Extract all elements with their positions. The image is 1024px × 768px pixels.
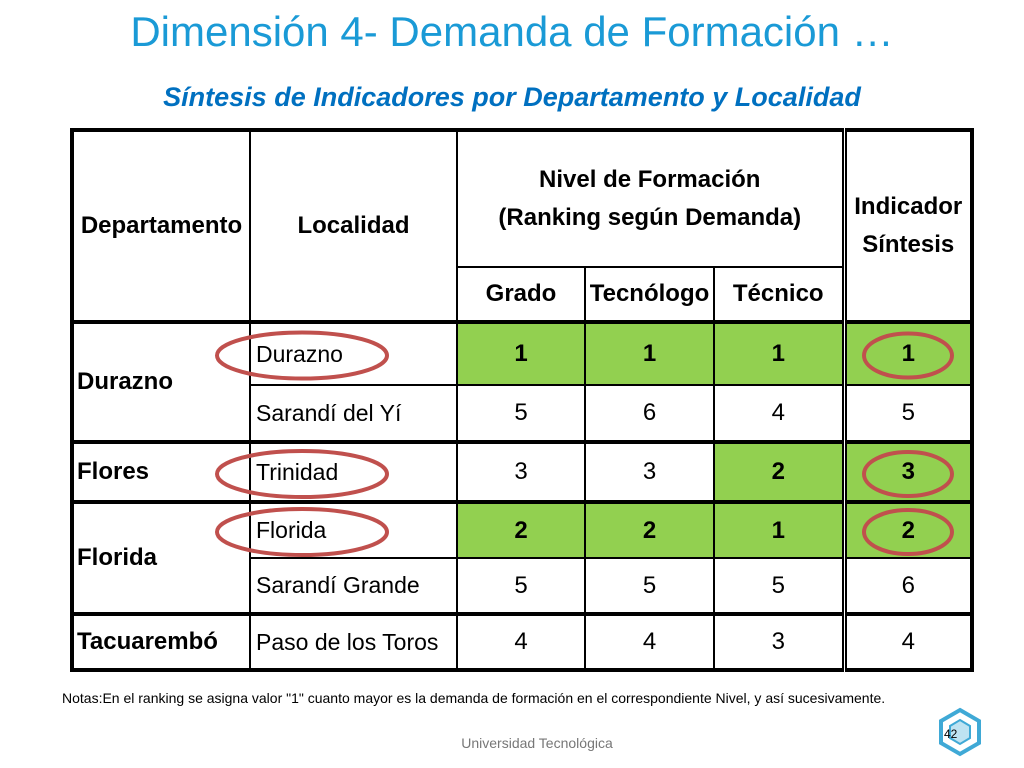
table-row: Durazno Durazno 1 1 1 1 <box>71 320 973 443</box>
header-line: (Ranking según Demanda) <box>498 204 802 231</box>
value-cell: 2 <box>841 500 973 559</box>
table-row: Sarandí Grande 5 5 5 6 <box>72 557 973 615</box>
header-line: Nivel de Formación <box>539 166 761 193</box>
value-cell: 4 <box>584 612 715 671</box>
value-cell: 1 <box>841 320 973 386</box>
header-cell: Localidad <box>249 129 458 323</box>
table-row: Flores Trinidad 3 3 2 3 <box>71 440 973 503</box>
header-line: Síntesis <box>862 231 955 258</box>
value-cell: 3 <box>841 440 973 503</box>
value-cell: 5 <box>456 557 586 615</box>
department-cell: Florida <box>71 500 251 615</box>
department-cell: Flores <box>71 440 251 503</box>
note: Notas:En el ranking se asigna valor "1" … <box>62 690 886 706</box>
locality-cell: Sarandí Grande <box>249 557 458 615</box>
value-cell: 1 <box>713 320 845 386</box>
value-cell: 3 <box>584 440 715 503</box>
subtitle: Síntesis de Indicadores por Departamento… <box>163 82 861 112</box>
value-cell: 1 <box>584 320 715 386</box>
value-cell: 6 <box>841 557 973 615</box>
value-cell: 4 <box>456 612 586 671</box>
value-cell: 2 <box>456 500 586 559</box>
header-cell: Grado <box>456 266 586 323</box>
locality-cell: Sarandí del Yí <box>249 384 458 443</box>
locality-cell: Florida <box>249 500 458 559</box>
value-cell: 6 <box>584 384 715 443</box>
header-cell: Departamento <box>71 129 251 323</box>
locality-cell: Trinidad <box>249 440 458 503</box>
department-cell: Tacuarembó <box>71 612 251 671</box>
value-cell: 3 <box>713 612 845 671</box>
table-row: Florida Florida 2 2 1 2 <box>71 500 973 615</box>
value-cell: 2 <box>584 500 715 559</box>
header-cell: Técnico <box>713 266 845 323</box>
value-cell: 1 <box>456 320 586 386</box>
value-cell: 5 <box>713 557 845 615</box>
value-cell: 4 <box>713 384 845 443</box>
header-cell: Indicador Síntesis <box>841 129 973 323</box>
value-cell: 4 <box>841 612 973 671</box>
locality-cell: Durazno <box>249 320 458 386</box>
header-line: Indicador <box>854 193 963 220</box>
header-cell: Tecnólogo <box>584 266 715 323</box>
value-cell: 3 <box>456 440 586 503</box>
value-cell: 2 <box>713 440 845 503</box>
table-row: Sarandí del Yí 5 6 4 5 <box>72 384 973 443</box>
value-cell: 1 <box>713 500 845 559</box>
table: Departamento Localidad Nivel de Formació… <box>70 128 974 672</box>
department-cell: Durazno <box>71 320 251 443</box>
header-cell: Nivel de Formación (Ranking según Demanda… <box>456 129 845 268</box>
locality-cell: Paso de los Toros <box>249 612 458 671</box>
table-row: Tacuarembó Paso de los Toros 4 4 3 4 <box>71 612 973 671</box>
value-cell: 5 <box>584 557 715 615</box>
footer: Universidad Tecnológica <box>461 735 613 751</box>
title: Dimensión 4- Demanda de Formación … <box>130 8 894 55</box>
page-number: 42 <box>944 727 958 741</box>
value-cell: 5 <box>456 384 586 443</box>
logo <box>939 707 981 757</box>
value-cell: 5 <box>841 384 973 443</box>
